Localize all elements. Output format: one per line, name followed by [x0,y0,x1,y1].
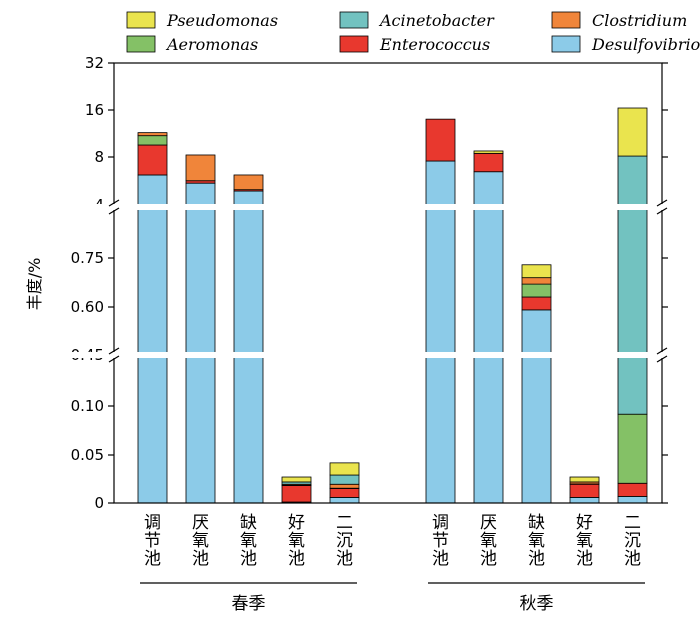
legend-label: Pseudomonas [166,11,278,30]
category-label: 池 [336,549,353,569]
y-tick-label: 0.60 [71,298,104,316]
category-label: 氧 [528,531,545,551]
category-label: 厌 [192,513,209,533]
y-tick-label: 8 [94,148,104,166]
bar-segment [618,496,647,503]
y-tick-label: 0.10 [71,397,104,415]
category-label: 池 [480,549,497,569]
bar-segment [618,414,647,483]
category-label: 节 [432,531,449,551]
bar-segment [138,136,167,145]
bar-segment [522,265,551,278]
bar-segment [330,475,359,484]
category-label: 氧 [192,531,209,551]
bar-segment [186,183,215,503]
group-label: 春季 [232,594,266,614]
category-label: 池 [240,549,257,569]
legend-label: Aeromonas [165,35,258,54]
category-label: 调 [432,513,449,533]
legend-swatch [552,12,580,28]
category-label: 调 [144,513,161,533]
bar-segment [618,108,647,156]
bars [138,108,647,503]
category-label: 池 [576,549,593,569]
category-label: 缺 [240,513,257,533]
bar-segment [330,497,359,503]
bar-segment [570,484,599,497]
legend-label: Enterococcus [379,35,490,54]
legend-label: Desulfovibrio [591,35,700,54]
bar-segment [426,161,455,503]
bar-segment [234,191,263,503]
category-label: 缺 [528,513,545,533]
bar-segment [522,297,551,310]
y-tick-label: 0.05 [71,446,104,464]
bar-segment [426,119,455,161]
bar-segment [330,463,359,475]
y-tick-label: 0.75 [71,249,104,267]
bar-segment [138,133,167,136]
category-label: 沉 [624,531,641,551]
bar-segment [330,489,359,498]
category-label: 池 [288,549,305,569]
legend-swatch [127,12,155,28]
bar-segment [522,310,551,503]
category-label: 沉 [336,531,353,551]
axis-break-high-gap [0,204,700,210]
bar-segment [138,145,167,175]
bar-segment [618,156,647,414]
category-label: 好 [288,513,305,533]
category-label: 厌 [480,513,497,533]
category-label: 池 [144,549,161,569]
category-label: 二 [624,513,641,533]
legend-swatch [127,36,155,52]
bar-segment [474,151,503,153]
bar-segment [330,484,359,488]
bar-segment [522,284,551,297]
axes: 00.050.100.450.600.75481632 [0,54,700,512]
y-tick-label: 0 [94,494,104,512]
bar-segment [474,153,503,171]
legend-swatch [340,36,368,52]
bar-segment [282,477,311,482]
category-label: 池 [624,549,641,569]
legend-label: Acinetobacter [378,11,495,30]
y-tick-label: 32 [85,54,104,72]
bar-segment [282,486,311,502]
bar-segment [570,497,599,503]
bar-segment [234,175,263,190]
bar-segment [138,175,167,503]
legend: Pseudomonas Aeromonas Acinetobacter Enteroc… [127,11,700,54]
category-label: 氧 [240,531,257,551]
y-axis-label: 丰度/% [25,258,44,311]
category-label: 池 [528,549,545,569]
legend-swatch [340,12,368,28]
category-label: 氧 [288,531,305,551]
category-label: 池 [192,549,209,569]
legend-swatch [552,36,580,52]
group-label: 秋季 [520,594,554,614]
category-label: 好 [576,513,593,533]
category-label: 节 [144,531,161,551]
category-label: 氧 [480,531,497,551]
category-label: 氧 [576,531,593,551]
axis-break-low-gap [0,352,700,358]
bar-segment [618,483,647,496]
bar-segment [186,155,215,181]
y-tick-label: 16 [85,101,104,119]
bar-segment [474,172,503,503]
bar-segment [522,278,551,284]
category-label: 二 [336,513,353,533]
category-label: 池 [432,549,449,569]
bar-segment [570,477,599,482]
legend-label: Clostridium [592,11,687,30]
